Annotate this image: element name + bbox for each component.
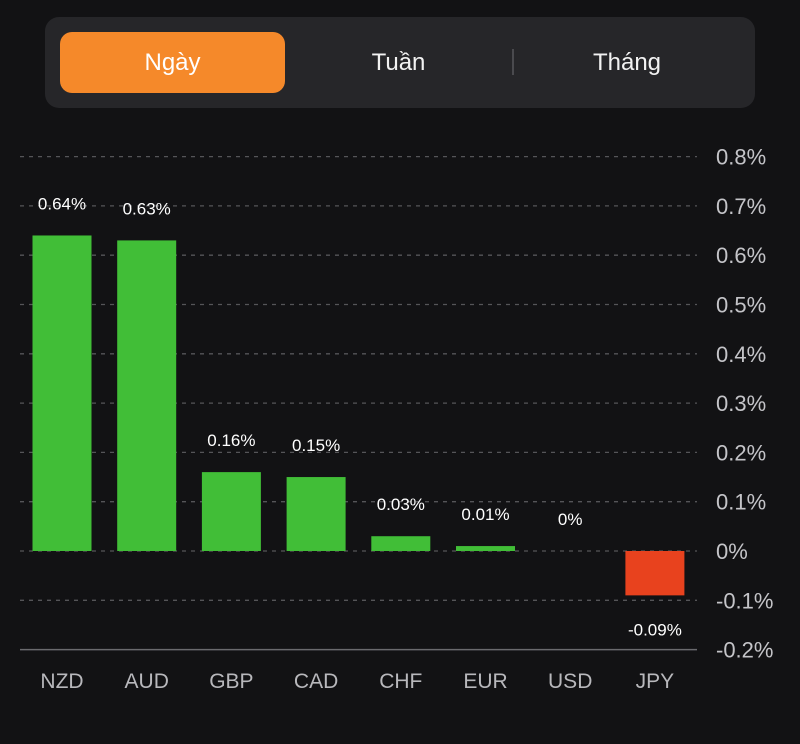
bar-cad[interactable] bbox=[286, 477, 346, 551]
x-tick-label: USD bbox=[548, 670, 592, 693]
bar-gbp[interactable] bbox=[201, 472, 261, 551]
bar-chf[interactable] bbox=[371, 536, 431, 551]
tab-divider bbox=[512, 49, 514, 75]
data-label: 0.01% bbox=[461, 505, 509, 524]
y-tick-label: 0.2% bbox=[716, 440, 766, 465]
tab-day[interactable]: Ngày bbox=[60, 32, 285, 93]
x-tick-label: JPY bbox=[636, 670, 675, 693]
y-tick-label: 0.7% bbox=[716, 194, 766, 219]
x-tick-label: NZD bbox=[40, 670, 83, 693]
bar-eur[interactable] bbox=[456, 546, 515, 551]
y-tick-label: 0.1% bbox=[716, 490, 766, 515]
x-tick-label: GBP bbox=[209, 670, 253, 693]
data-label: 0% bbox=[558, 510, 583, 529]
bar-jpy[interactable] bbox=[625, 551, 685, 596]
data-label: 0.16% bbox=[207, 431, 255, 450]
data-label: 0.15% bbox=[292, 436, 340, 455]
x-tick-label: CAD bbox=[294, 670, 338, 693]
data-label: 0.63% bbox=[123, 199, 171, 218]
bar-aud[interactable] bbox=[117, 240, 177, 551]
period-tabs: Ngày Tuần Tháng bbox=[45, 17, 755, 108]
data-label: 0.64% bbox=[38, 194, 86, 213]
x-tick-label: EUR bbox=[463, 670, 507, 693]
bar-nzd[interactable] bbox=[32, 235, 92, 552]
data-label: 0.03% bbox=[377, 495, 425, 514]
x-tick-label: AUD bbox=[125, 670, 169, 693]
tab-month[interactable]: Tháng bbox=[592, 48, 662, 76]
y-tick-label: 0.5% bbox=[716, 293, 766, 318]
y-tick-label: 0.4% bbox=[716, 342, 766, 367]
y-tick-label: 0.3% bbox=[716, 391, 766, 416]
y-tick-label: 0.6% bbox=[716, 243, 766, 268]
x-tick-label: CHF bbox=[379, 670, 422, 693]
y-tick-label: -0.1% bbox=[716, 588, 773, 613]
tab-week[interactable]: Tuần bbox=[371, 48, 426, 76]
y-tick-label: -0.2% bbox=[716, 638, 773, 663]
y-tick-label: 0% bbox=[716, 539, 748, 564]
y-tick-label: 0.8% bbox=[716, 145, 766, 170]
data-label: -0.09% bbox=[628, 620, 682, 639]
